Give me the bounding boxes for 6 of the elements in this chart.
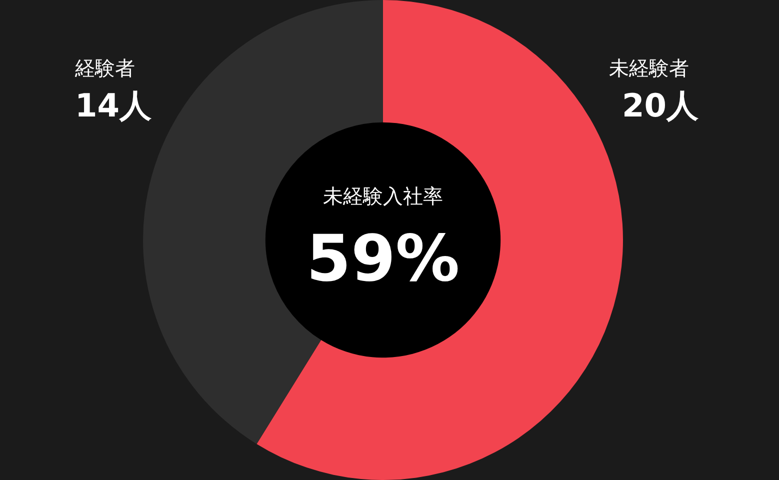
data-label: 20人	[622, 86, 700, 124]
slice-label: 経験者	[74, 56, 135, 80]
data-label: 14人	[75, 86, 153, 124]
text: 未経験入社率	[323, 184, 443, 208]
slice-label: 未経験者	[609, 56, 689, 80]
text: 59%	[306, 222, 460, 297]
